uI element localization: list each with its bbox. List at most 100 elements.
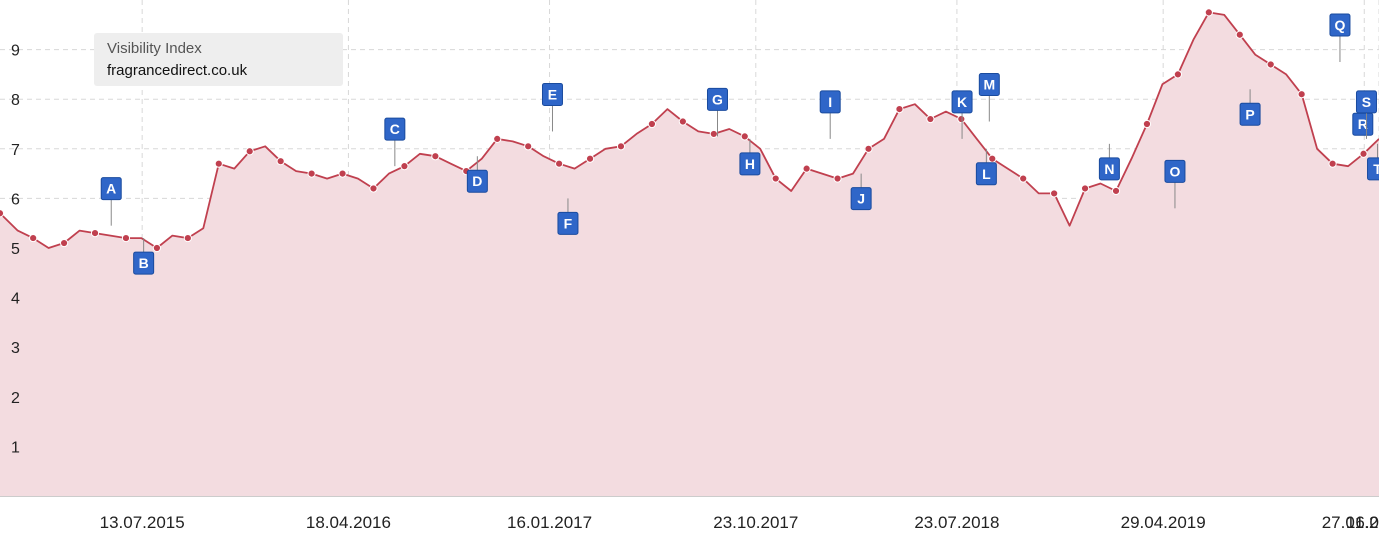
data-point[interactable] [121, 233, 131, 243]
data-point[interactable] [740, 132, 749, 141]
data-point[interactable] [709, 129, 718, 139]
marker-box[interactable] [466, 169, 488, 193]
event-marker[interactable]: J [850, 173, 872, 211]
x-tick-label: 16.01.2017 [507, 513, 592, 532]
marker-box[interactable] [1355, 90, 1377, 114]
event-marker[interactable]: C [384, 117, 406, 167]
marker-box[interactable] [706, 87, 728, 111]
event-marker[interactable]: F [557, 198, 579, 235]
marker-box[interactable] [951, 90, 973, 114]
data-point[interactable] [1142, 119, 1152, 129]
data-point[interactable] [585, 154, 595, 163]
event-marker[interactable]: N [1098, 143, 1120, 181]
data-point[interactable] [152, 243, 162, 253]
marker-box[interactable] [819, 90, 841, 114]
x-tick-label: 29.04.2019 [1121, 513, 1206, 532]
marker-box[interactable] [133, 251, 155, 275]
event-marker[interactable]: E [541, 82, 563, 132]
marker-box[interactable] [1329, 13, 1351, 37]
data-point[interactable] [1235, 30, 1244, 39]
x-tick-label: 23.10.2017 [713, 513, 798, 532]
data-point[interactable] [183, 233, 192, 243]
marker-box[interactable] [850, 187, 872, 211]
data-point[interactable] [29, 233, 38, 243]
data-point[interactable] [1359, 149, 1368, 158]
data-point[interactable] [771, 174, 780, 183]
data-point[interactable] [369, 184, 378, 193]
data-point[interactable] [957, 114, 966, 124]
series-points [0, 8, 1368, 253]
event-marker[interactable]: D [466, 156, 488, 193]
event-marker[interactable]: K [951, 90, 973, 139]
data-point[interactable] [647, 119, 657, 129]
marker-box[interactable] [978, 73, 1000, 97]
data-point[interactable] [1204, 8, 1213, 17]
marker-box[interactable] [1098, 157, 1120, 181]
data-point[interactable] [338, 169, 347, 178]
event-marker[interactable]: S [1355, 90, 1377, 139]
data-point[interactable] [1266, 60, 1275, 69]
y-tick-label: 7 [11, 142, 20, 159]
data-point[interactable] [493, 134, 502, 143]
marker-box[interactable] [1239, 102, 1261, 126]
data-point[interactable] [1080, 184, 1090, 193]
data-point[interactable] [1173, 70, 1182, 79]
marker-label: H [745, 156, 755, 172]
data-point[interactable] [90, 229, 100, 238]
data-point[interactable] [926, 114, 935, 124]
marker-box[interactable] [384, 117, 406, 141]
data-point[interactable] [400, 162, 409, 171]
data-point[interactable] [245, 147, 254, 156]
y-tick-label: 2 [11, 390, 20, 407]
data-point[interactable] [988, 154, 997, 163]
data-point[interactable] [1050, 189, 1059, 198]
event-marker[interactable]: L [975, 148, 997, 186]
event-marker[interactable]: H [739, 138, 761, 176]
data-point[interactable] [59, 238, 69, 248]
data-point[interactable] [1328, 159, 1337, 168]
data-point[interactable] [833, 174, 842, 183]
event-markers: A B C D E F G H I J K L M N O P Q RS T [100, 13, 1379, 275]
marker-box[interactable] [1367, 157, 1379, 181]
data-point[interactable] [524, 142, 533, 151]
data-point[interactable] [678, 117, 687, 126]
series-line-path [0, 11, 1379, 249]
legend-title: Visibility Index [107, 40, 202, 57]
data-point[interactable] [307, 169, 316, 178]
y-tick-label: 4 [11, 291, 20, 308]
data-point[interactable] [895, 105, 904, 114]
y-tick-label: 8 [11, 92, 20, 109]
event-marker[interactable]: M [978, 73, 1000, 122]
marker-label: R [1358, 116, 1368, 132]
event-marker[interactable]: T [1367, 143, 1379, 181]
data-point[interactable] [0, 209, 5, 218]
marker-box[interactable] [975, 162, 997, 186]
marker-box[interactable] [557, 211, 579, 235]
data-point[interactable] [214, 159, 223, 168]
series-line [0, 11, 1379, 249]
event-marker[interactable]: P [1239, 89, 1261, 126]
data-point[interactable] [1111, 186, 1121, 196]
data-point[interactable] [276, 157, 285, 166]
x-axis-ticks: 13.07.2015 18.04.2016 16.01.2017 23.10.2017… [100, 513, 1379, 532]
event-marker[interactable]: Q [1329, 13, 1351, 62]
event-marker[interactable]: O [1164, 159, 1186, 209]
event-marker[interactable]: A [100, 177, 122, 226]
data-point[interactable] [555, 159, 564, 168]
data-point[interactable] [431, 152, 440, 161]
event-marker[interactable]: I [819, 90, 841, 139]
marker-label: K [957, 94, 967, 110]
data-point[interactable] [802, 164, 811, 173]
marker-box[interactable] [541, 82, 563, 106]
data-point[interactable] [1019, 174, 1028, 183]
marker-box[interactable] [739, 152, 761, 176]
marker-box[interactable] [1164, 159, 1186, 183]
event-marker[interactable]: B [133, 238, 155, 275]
marker-box[interactable] [100, 177, 122, 201]
data-point[interactable] [616, 142, 626, 151]
data-point[interactable] [864, 144, 873, 153]
event-marker[interactable]: G [706, 87, 728, 137]
x-tick-label: 23.07.2018 [914, 513, 999, 532]
data-point[interactable] [1297, 90, 1306, 99]
